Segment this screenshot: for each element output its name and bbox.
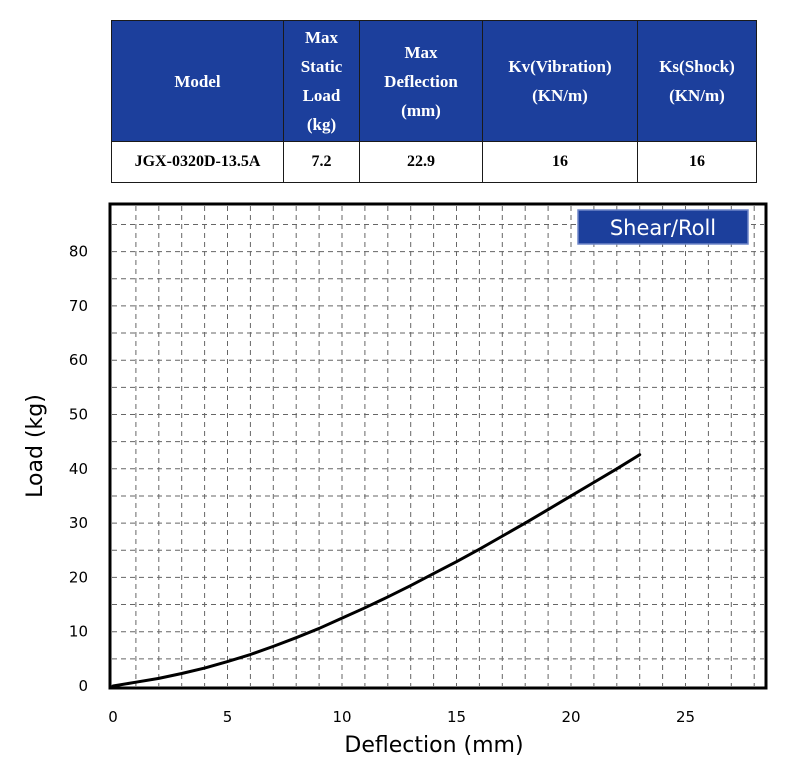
series-line-0 bbox=[111, 453, 642, 688]
x-tick-label: 10 bbox=[332, 708, 351, 726]
y-tick-label: 20 bbox=[69, 568, 88, 586]
spec-header-row: Model Max Static Load (kg) Max Deflectio… bbox=[111, 20, 757, 142]
y-tick-labels: 0 10 20 30 40 50 60 70 80 bbox=[69, 243, 88, 695]
header-max-deflection: Max Deflection (mm) bbox=[359, 20, 483, 142]
cell-ks-shock: 16 bbox=[637, 141, 757, 183]
header-ks-shock: Ks(Shock) (KN/m) bbox=[637, 20, 757, 142]
y-tick-label: 40 bbox=[69, 460, 88, 478]
header-max-deflection-label: Max Deflection (mm) bbox=[384, 42, 458, 120]
table-row: JGX-0320D-13.5A 7.2 22.9 16 16 bbox=[111, 141, 757, 183]
y-axis-title: Load (kg) bbox=[23, 394, 48, 498]
x-tick-label: 20 bbox=[561, 708, 580, 726]
y-tick-label: 30 bbox=[69, 514, 88, 532]
header-kv-vibration-label: Kv(Vibration) (KN/m) bbox=[508, 57, 612, 105]
y-tick-label: 70 bbox=[69, 297, 88, 315]
legend-label: Shear/Roll bbox=[610, 216, 716, 240]
cell-max-static-load: 7.2 bbox=[283, 141, 360, 183]
x-tick-label: 0 bbox=[108, 708, 118, 726]
y-tick-label: 60 bbox=[69, 351, 88, 369]
cell-kv-vibration: 16 bbox=[482, 141, 638, 183]
chart-series bbox=[111, 453, 642, 688]
legend-badge-box bbox=[577, 209, 749, 245]
x-tick-labels: 0 5 10 15 20 25 bbox=[108, 708, 695, 726]
y-tick-label: 10 bbox=[69, 623, 88, 641]
x-tick-label: 25 bbox=[676, 708, 695, 726]
plot-frame bbox=[108, 202, 768, 690]
header-model: Model bbox=[111, 20, 284, 142]
header-ks-shock-label: Ks(Shock) (KN/m) bbox=[659, 57, 735, 105]
x-tick-label: 15 bbox=[447, 708, 466, 726]
y-tick-label: 0 bbox=[78, 677, 88, 695]
header-max-static-load-label: Max Static Load (kg) bbox=[300, 28, 343, 134]
x-axis-title: Deflection (mm) bbox=[344, 733, 523, 758]
header-model-label: Model bbox=[174, 71, 221, 91]
spec-table: Model Max Static Load (kg) Max Deflectio… bbox=[111, 20, 757, 183]
y-tick-label: 50 bbox=[69, 406, 88, 424]
chart-grid bbox=[112, 206, 764, 686]
x-tick-label: 5 bbox=[223, 708, 233, 726]
cell-max-deflection: 22.9 bbox=[359, 141, 483, 183]
legend-badge: Shear/Roll bbox=[577, 209, 749, 245]
y-tick-label: 80 bbox=[69, 243, 88, 261]
